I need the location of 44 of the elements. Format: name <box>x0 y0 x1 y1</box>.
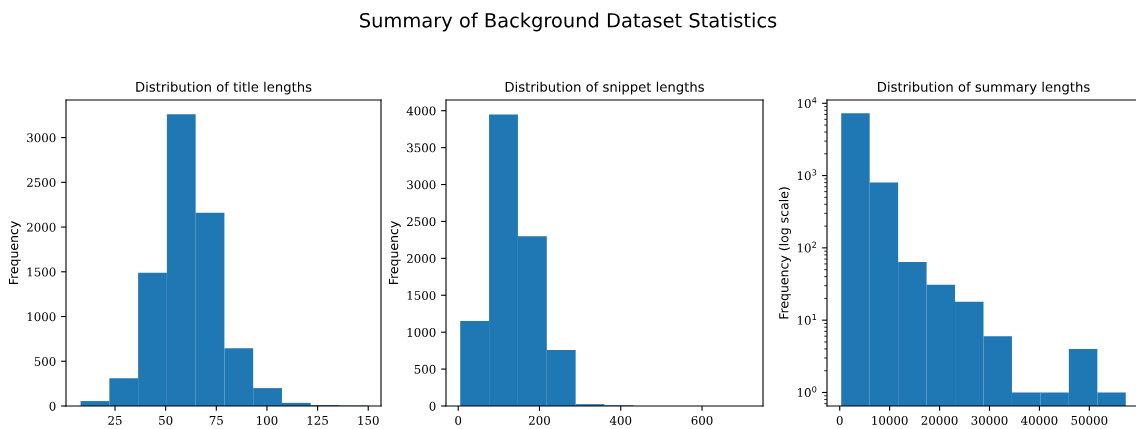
y-tick-label: 0 <box>429 401 436 411</box>
x-tick-label: 25 <box>108 415 122 425</box>
y-tick-label: 10$^{2}$ <box>797 241 817 253</box>
y-tick-label: 10$^{3}$ <box>797 169 817 181</box>
x-tick-label: 20000 <box>921 415 958 425</box>
y-axis-title: Frequency <box>8 221 21 285</box>
y-tick-label: 3000 <box>407 180 436 190</box>
chart-title: Distribution of snippet lengths <box>505 81 704 95</box>
x-tick-label: 0 <box>836 415 843 425</box>
y-tick-label: 1000 <box>27 312 56 322</box>
y-tick-label: 1500 <box>407 290 436 300</box>
y-tick-label: 2000 <box>27 222 56 232</box>
y-tick-label: 500 <box>34 356 56 366</box>
text: Summary of Background Dataset Statistics <box>360 12 777 32</box>
y-tick-label: 3000 <box>27 133 56 143</box>
y-axis-title: Frequency (log scale) <box>778 187 791 319</box>
x-tick-label: 75 <box>209 416 223 425</box>
y-tick-label: 500 <box>414 364 436 374</box>
x-tick-label: 0 <box>455 415 462 425</box>
x-tick-label: 400 <box>609 415 632 425</box>
y-tick-label: 3500 <box>407 143 436 153</box>
y-tick-label: 2500 <box>407 217 436 227</box>
y-tick-label: 10$^{1}$ <box>797 314 817 325</box>
chart-title: Distribution of title lengths <box>136 81 312 95</box>
y-tick-label: 0 <box>49 401 56 411</box>
y-axis-title: Frequency <box>388 221 401 285</box>
y-tick-label: 10$^{0}$ <box>797 386 817 398</box>
y-tick-label: 10$^{4}$ <box>797 97 817 108</box>
chart-title: Distribution of summary lengths <box>878 81 1090 95</box>
y-tick-label: 2500 <box>27 178 56 187</box>
x-tick-label: 125 <box>307 415 328 425</box>
y-tick-label: 1000 <box>407 327 436 337</box>
x-tick-label: 30000 <box>971 415 1008 425</box>
y-tick-label: 4000 <box>406 106 436 116</box>
x-tick-label: 50000 <box>1071 415 1108 425</box>
x-tick-label: 200 <box>529 415 550 425</box>
y-tick-label: 1500 <box>27 267 56 277</box>
x-tick-label: 40000 <box>1021 415 1058 425</box>
x-tick-label: 100 <box>257 415 278 425</box>
x-tick-label: 150 <box>358 415 379 425</box>
x-tick-label: 50 <box>159 415 173 425</box>
x-tick-label: 600 <box>691 415 713 425</box>
x-tick-label: 10000 <box>872 415 908 425</box>
y-tick-label: 2000 <box>407 254 436 264</box>
